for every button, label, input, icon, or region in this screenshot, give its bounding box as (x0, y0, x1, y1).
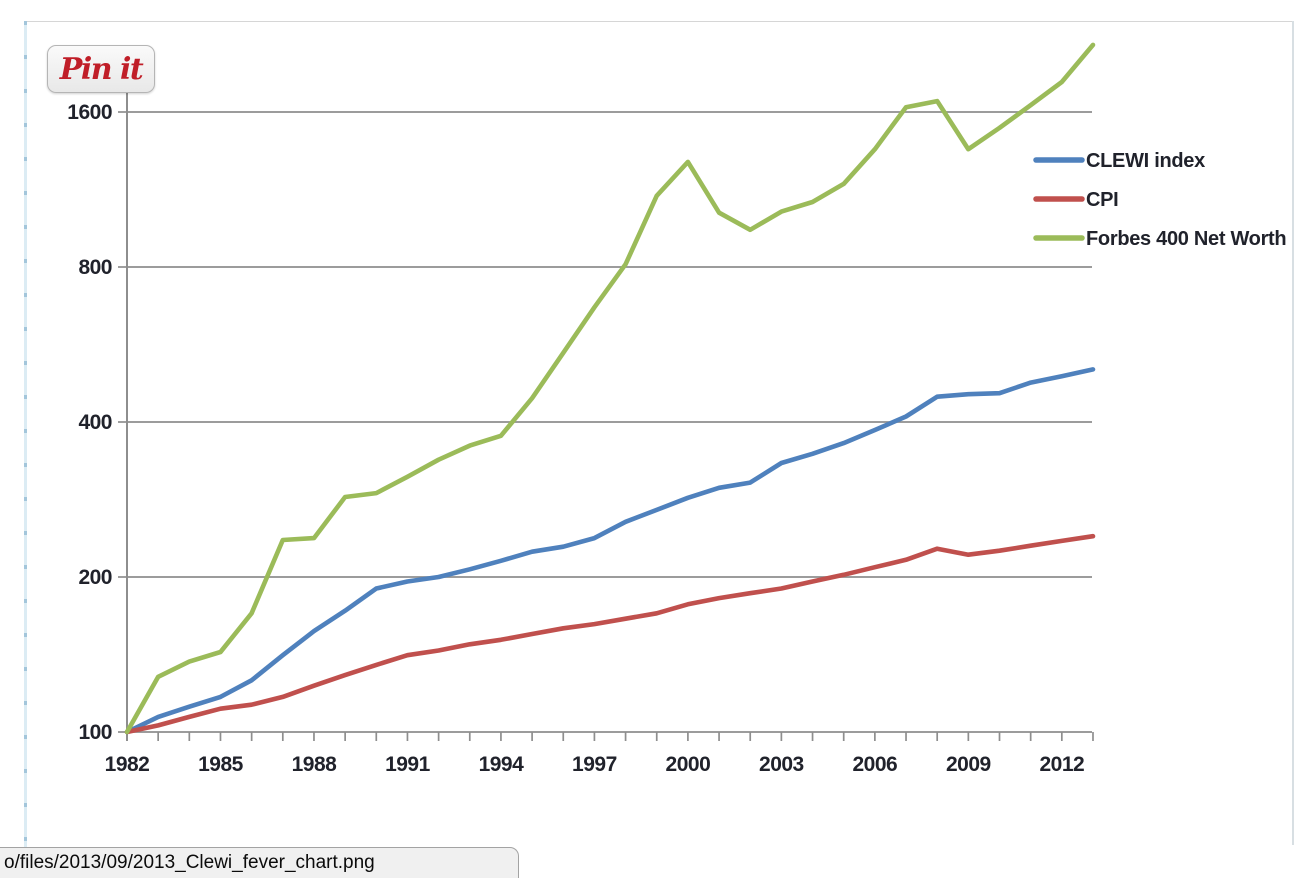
y-axis-label-200: 200 (78, 566, 112, 589)
y-axis-label-1600: 1600 (67, 101, 112, 124)
y-axis-label-800: 800 (78, 256, 112, 279)
pin-it-button[interactable]: Pin it (47, 45, 155, 93)
x-axis-label-2006: 2006 (853, 753, 898, 776)
image-frame-left-border (24, 21, 27, 878)
browser-status-bar-url: o/files/2013/09/2013_Clewi_fever_chart.p… (0, 847, 519, 878)
series-line-forbes-400-net-worth (124, 42, 1096, 735)
legend-label-3: Forbes 400 Net Worth (1086, 228, 1286, 250)
x-axis-label-1994: 1994 (479, 753, 525, 776)
image-frame-right-border (1292, 21, 1294, 845)
x-axis-label-2012: 2012 (1039, 753, 1084, 776)
image-frame-top-border (25, 21, 1293, 22)
x-axis-label-2003: 2003 (759, 753, 804, 776)
x-axis-label-1988: 1988 (292, 753, 338, 776)
series-line-clewi-index (124, 367, 1096, 735)
y-axis-label-400: 400 (78, 411, 112, 434)
x-axis-label-2000: 2000 (666, 753, 711, 776)
x-axis-label-1982: 1982 (105, 753, 150, 776)
series-line-cpi (124, 533, 1096, 735)
x-axis-label-2009: 2009 (946, 753, 991, 776)
x-axis-label-1997: 1997 (572, 753, 617, 776)
x-axis-label-1985: 1985 (198, 753, 244, 776)
y-axis-label-100: 100 (78, 721, 112, 744)
x-axis-label-1991: 1991 (385, 753, 431, 776)
legend-label-2: CPI (1086, 189, 1118, 211)
legend-label-1: CLEWI index (1086, 150, 1205, 172)
